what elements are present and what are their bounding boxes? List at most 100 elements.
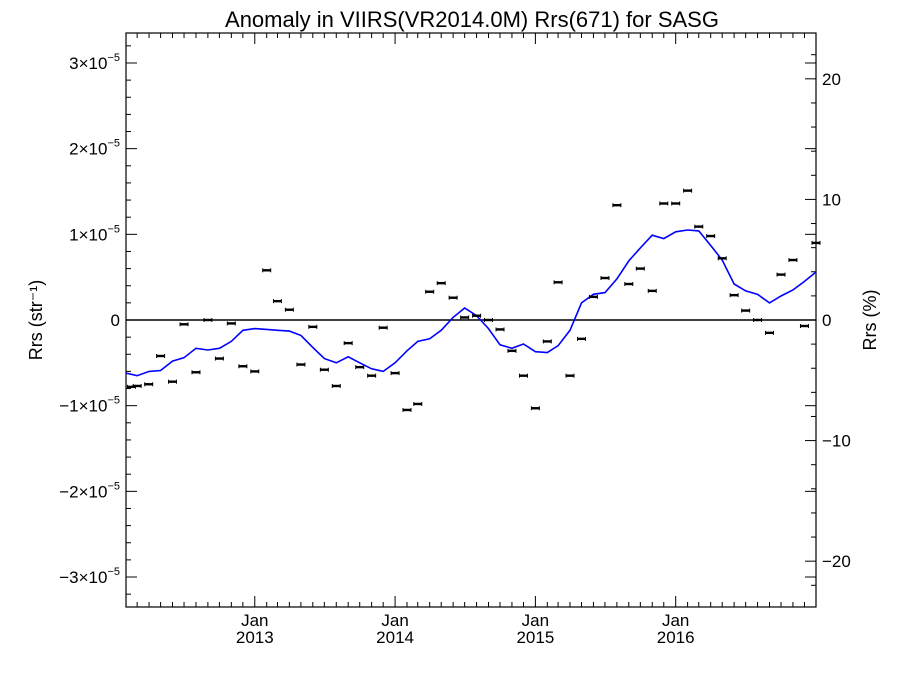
y-tick-mantissa: 3 [69,54,78,73]
ticks-layer: 3×10−52×10−51×10−50−1×10−5−2×10−5−3×10−5… [59,33,851,647]
y-tick-mantissa: −1 [59,397,78,416]
data-point [588,294,598,299]
x-tick-year-label: 2013 [236,628,274,647]
y-tick-exponent: −5 [107,223,120,235]
x-tick-year-label: 2016 [657,628,695,647]
y-tick-label-left: 2×10−5 [69,138,120,159]
x-tick-month-label: Jan [381,611,408,630]
data-point [179,322,189,327]
y-tick-times: ×10 [79,225,108,244]
x-tick-month-label: Jan [241,611,268,630]
data-point [753,318,763,322]
data-point [472,313,482,318]
y-tick-exponent: −5 [107,138,120,150]
y-tick-mantissa: 2 [69,140,78,159]
data-point [776,272,786,277]
y-tick-exponent: −5 [107,395,120,407]
y-tick-mantissa: −3 [59,568,78,587]
y-tick-mantissa: 0 [111,311,120,330]
y-tick-label-right: 10 [822,190,841,209]
data-point [413,401,423,406]
y-tick-label-left: 3×10−5 [69,52,120,73]
data-point [156,353,166,358]
data-point [284,307,294,312]
trend-line [125,229,817,377]
data-point [448,295,458,300]
data-point [203,318,213,322]
y-tick-label-left: −1×10−5 [59,395,120,416]
data-point [272,299,282,304]
data-point [659,201,669,206]
data-point [788,258,798,263]
y-tick-exponent: −5 [107,566,120,578]
data-point [343,341,353,346]
data-point [495,327,505,332]
data-point [425,289,435,294]
data-point [729,293,739,298]
data-point [238,364,248,369]
y-tick-times: ×10 [79,482,108,501]
y-tick-label-right: −10 [822,432,851,451]
data-point [402,407,412,412]
data-point [600,276,610,281]
y-tick-mantissa: 1 [69,225,78,244]
data-point [355,365,365,370]
y-tick-label-left: 0 [111,311,120,330]
data-point [132,383,142,388]
data-point [507,348,517,353]
points-layer [126,188,821,412]
data-point [624,282,634,287]
data-point [436,281,446,286]
y-tick-label-left: −2×10−5 [59,480,120,501]
data-point [308,324,318,329]
data-point [390,371,400,376]
data-point [483,318,493,322]
y-tick-label-left: −3×10−5 [59,566,120,587]
y-tick-times: ×10 [79,568,108,587]
y-tick-mantissa: −2 [59,482,78,501]
data-point [296,362,306,367]
y-tick-label-right: −20 [822,552,851,571]
x-tick-month-label: Jan [522,611,549,630]
data-point [694,224,704,229]
data-point [518,373,528,378]
data-point [706,234,716,239]
data-point [168,379,178,384]
data-point [764,330,774,335]
y-tick-times: ×10 [79,140,108,159]
data-point [214,356,224,361]
data-point [565,373,575,378]
data-point [191,370,201,375]
y-tick-exponent: −5 [107,52,120,64]
y-tick-times: ×10 [79,54,108,73]
y-tick-label-right: 0 [822,311,831,330]
y-axis-right-title: Rrs (%) [860,290,880,351]
data-point [717,256,727,261]
data-point [319,367,329,372]
y-tick-label-right: 20 [822,70,841,89]
data-point [612,203,622,208]
y-tick-label-left: 1×10−5 [69,223,120,244]
data-point [647,288,657,293]
data-point [530,406,540,411]
data-point [671,201,681,206]
y-tick-exponent: −5 [107,480,120,492]
data-point [683,188,693,193]
x-tick-year-label: 2014 [376,628,414,647]
data-point [460,315,470,320]
data-point [799,323,809,328]
data-point [367,373,377,378]
data-point [635,266,645,271]
y-tick-times: ×10 [79,397,108,416]
y-axis-left-title: Rrs (str⁻¹) [26,280,46,360]
data-point [144,382,154,387]
data-point [811,240,821,245]
data-point [553,280,563,285]
data-point [226,321,236,326]
chart-title: Anomaly in VIIRS(VR2014.0M) Rrs(671) for… [225,7,719,32]
data-point [250,369,260,374]
data-point [262,268,272,273]
data-point [741,308,751,313]
x-tick-year-label: 2015 [516,628,554,647]
